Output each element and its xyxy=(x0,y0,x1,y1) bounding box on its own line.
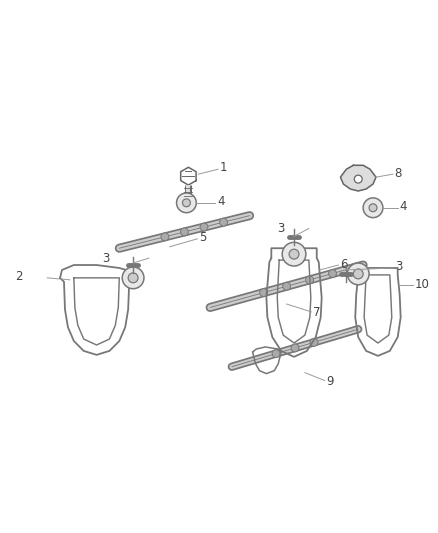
Text: 4: 4 xyxy=(217,195,225,208)
Circle shape xyxy=(183,199,191,207)
Circle shape xyxy=(177,193,196,213)
Circle shape xyxy=(200,223,208,231)
Text: 4: 4 xyxy=(400,200,407,213)
Circle shape xyxy=(180,228,188,236)
Circle shape xyxy=(354,175,362,183)
Circle shape xyxy=(161,233,169,241)
Circle shape xyxy=(128,273,138,283)
Text: 3: 3 xyxy=(395,261,402,273)
Circle shape xyxy=(272,350,280,358)
Circle shape xyxy=(310,338,318,346)
Circle shape xyxy=(283,282,290,290)
Text: 8: 8 xyxy=(395,167,402,180)
Circle shape xyxy=(328,270,336,278)
Circle shape xyxy=(219,218,227,226)
Circle shape xyxy=(369,204,377,212)
Circle shape xyxy=(347,263,369,285)
Circle shape xyxy=(260,289,268,296)
Circle shape xyxy=(291,344,299,352)
Text: 9: 9 xyxy=(327,375,334,388)
Circle shape xyxy=(289,249,299,259)
Circle shape xyxy=(122,267,144,289)
Text: 1: 1 xyxy=(220,161,227,174)
Circle shape xyxy=(306,276,314,284)
Circle shape xyxy=(282,243,306,266)
Text: 10: 10 xyxy=(414,278,429,291)
Text: 3: 3 xyxy=(102,252,110,264)
Text: 2: 2 xyxy=(15,270,22,284)
Polygon shape xyxy=(340,165,376,191)
Text: 3: 3 xyxy=(277,222,284,235)
Text: 6: 6 xyxy=(340,257,348,271)
Circle shape xyxy=(363,198,383,217)
Circle shape xyxy=(353,269,363,279)
Text: 5: 5 xyxy=(199,231,207,244)
Text: 7: 7 xyxy=(313,306,321,319)
